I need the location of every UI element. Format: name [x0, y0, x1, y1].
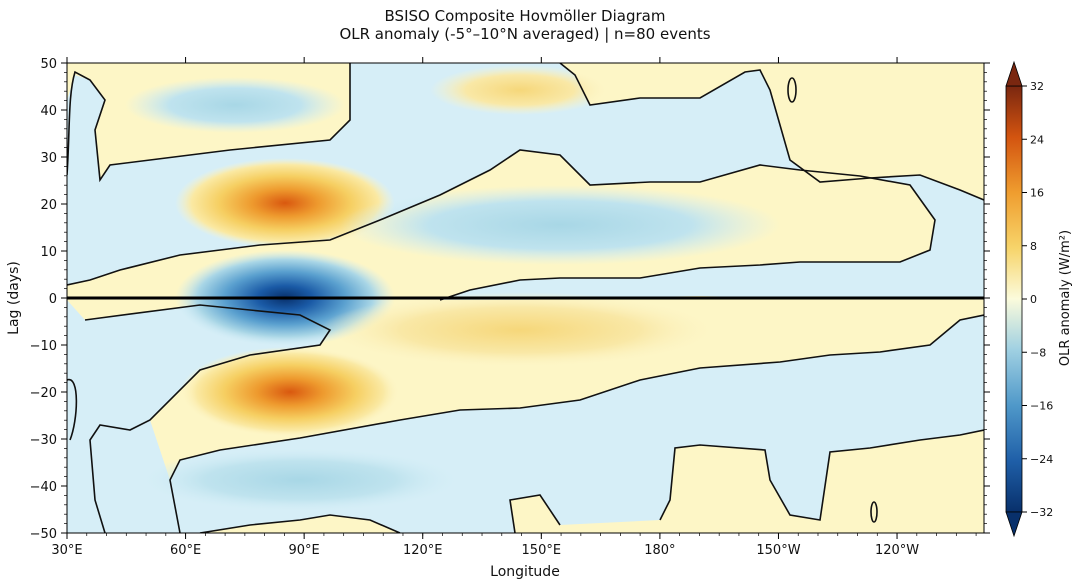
y-tick-label: −40	[30, 480, 57, 495]
x-tick-label: 90°E	[289, 543, 320, 558]
y-tick-label: 50	[40, 57, 57, 72]
x-axis: 30°E 60°E 90°E 120°E 150°E 180° 150°W 120°W	[51, 57, 977, 558]
colorbar-tick-label: 0	[1030, 293, 1037, 306]
y-tick-label: −20	[30, 386, 57, 401]
plot-area	[67, 63, 984, 533]
neg-anomaly-east-upper	[340, 185, 780, 265]
y-axis: 50 40 30 20 10 0 −10 −20 −30 −40 −50	[30, 57, 990, 542]
colorbar-tick-label: 32	[1030, 80, 1044, 93]
y-tick-label: −50	[30, 527, 57, 542]
neg-anomaly-top	[125, 77, 345, 133]
x-tick-label: 150°W	[756, 543, 800, 558]
pos-anomaly-lag	[180, 347, 400, 437]
y-tick-label: 10	[40, 245, 57, 260]
colorbar-tick-label: 24	[1030, 133, 1044, 146]
y-tick-label: 20	[40, 198, 57, 213]
pos-anomaly-lead	[175, 158, 395, 248]
x-tick-label: 150°E	[522, 543, 562, 558]
pos-anomaly-upper-east	[430, 65, 610, 115]
positive-region-lower	[67, 430, 984, 533]
y-axis-title: Lag (days)	[6, 261, 22, 335]
y-tick-label: 30	[40, 151, 57, 166]
colorbar-tick-label: −16	[1030, 400, 1053, 413]
x-axis-title: Longitude	[490, 564, 560, 580]
colorbar-tick-label: 16	[1030, 187, 1044, 200]
y-tick-label: −30	[30, 433, 57, 448]
pos-anomaly-east	[320, 292, 720, 368]
x-tick-label: 180°	[644, 543, 675, 558]
x-tick-label: 120°E	[403, 543, 443, 558]
colorbar-title: OLR anomaly (W/m²)	[1058, 230, 1073, 366]
colorbar-tick-label: −32	[1030, 506, 1053, 519]
x-tick-label: 120°W	[875, 543, 919, 558]
colorbar-ticks: 32 24 16 8 0 −8 −16 −24 −32	[1022, 80, 1053, 519]
colorbar-extend-bottom	[1005, 511, 1023, 538]
y-tick-label: 40	[40, 104, 57, 119]
chart-subtitle: OLR anomaly (-5°–10°N averaged) | n=80 e…	[339, 25, 710, 43]
zero-contours	[67, 63, 984, 533]
colorbar-tick-label: 8	[1030, 240, 1037, 253]
y-tick-label: −10	[30, 339, 57, 354]
chart-title: BSISO Composite Hovmöller Diagram	[385, 7, 666, 25]
y-tick-label: 0	[49, 292, 57, 307]
colorbar-tick-label: −8	[1030, 346, 1046, 359]
x-tick-label: 30°E	[51, 543, 82, 558]
colorbar-extend-top	[1005, 60, 1023, 87]
colorbar-tick-label: −24	[1030, 453, 1053, 466]
colorbar: 32 24 16 8 0 −8 −16 −24 −32 OLR anomaly (W/m²)	[1005, 60, 1073, 538]
colorbar-bar	[1005, 85, 1023, 513]
neg-anomaly-lower	[140, 448, 460, 512]
x-tick-label: 60°E	[170, 543, 201, 558]
